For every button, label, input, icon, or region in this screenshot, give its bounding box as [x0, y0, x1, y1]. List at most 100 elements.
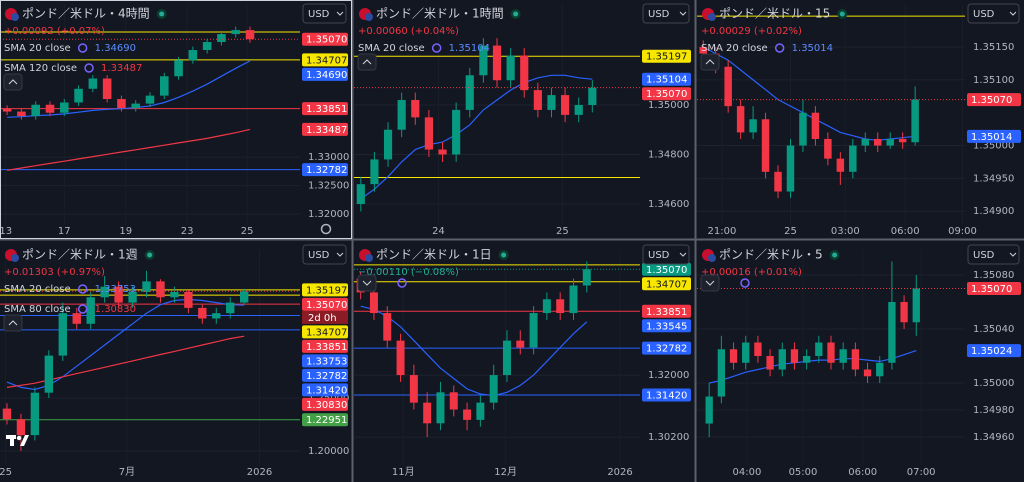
candle-body [502, 340, 511, 376]
candle-body [886, 138, 894, 146]
dropdown-arrow [1009, 11, 1017, 16]
candle-body [533, 90, 542, 110]
indicator-eye[interactable] [77, 284, 88, 294]
indicator-value: 1.30830 [95, 304, 136, 315]
price-tag [642, 388, 691, 402]
y-tick-label: 1.35150 [973, 42, 1014, 53]
plot-area [354, 5, 640, 225]
indicator-name: SMA 20 close [701, 43, 768, 54]
indicator-eye[interactable] [77, 43, 88, 53]
x-tick-label: 06:00 [848, 467, 877, 478]
currency: USD [973, 9, 995, 20]
candle-body [520, 55, 529, 91]
candle-body [489, 375, 498, 403]
candle-body [811, 112, 820, 139]
candle-body [74, 88, 83, 103]
candle-body [2, 408, 12, 420]
candle-body [778, 349, 786, 370]
candle-body [356, 184, 365, 204]
collapse-icon [362, 280, 372, 286]
symbol-flag [11, 254, 19, 262]
x-tick-label: 25 [241, 226, 254, 237]
candle-body [912, 288, 920, 323]
currency-select[interactable] [967, 244, 1020, 265]
candle-body [900, 301, 908, 323]
indicator-eye[interactable] [84, 63, 94, 73]
candle-body [479, 45, 488, 76]
indicator-eye[interactable] [774, 43, 785, 53]
price-tag-label: 1.33851 [306, 342, 347, 353]
indicator-value: 1.35014 [792, 43, 833, 54]
candle-body [582, 269, 591, 286]
candle-body [160, 76, 169, 96]
collapse-button[interactable] [700, 274, 720, 292]
plot-area [0, 250, 300, 465]
market-status [513, 11, 519, 17]
y-tick-label: 1.34960 [973, 432, 1014, 443]
candle-body [424, 117, 433, 150]
collapse-button[interactable] [700, 53, 720, 71]
price-tag [642, 87, 691, 101]
indicator-eye[interactable] [77, 304, 88, 314]
candle-body [802, 356, 811, 363]
currency-select[interactable] [302, 3, 347, 24]
currency-select[interactable] [642, 244, 690, 265]
y-tick-label: 1.35100 [973, 75, 1014, 86]
price-tag [302, 297, 348, 311]
price-tag [302, 325, 348, 339]
candle-body [717, 349, 726, 397]
candle-body [2, 108, 12, 112]
candle-body [839, 349, 847, 363]
symbol-title: ポンド／米ドル・1時間 [376, 7, 504, 21]
price-tag-label: 1.35197 [306, 285, 347, 296]
y-tick-label: 1.34980 [973, 405, 1014, 416]
currency-select[interactable] [967, 3, 1020, 24]
candle-body [45, 104, 55, 113]
candle-body [476, 402, 485, 420]
currency-select[interactable] [302, 244, 347, 265]
candle-body [761, 119, 770, 172]
price-tag [967, 344, 1021, 358]
currency-select[interactable] [642, 3, 690, 24]
collapse-button[interactable] [3, 73, 23, 91]
panel: 1.30200 1.32000 11月 12月 2026 1.35070 1.34707 1.… [354, 244, 691, 478]
price-tag-label: 1.33487 [306, 125, 347, 136]
candle-body [729, 349, 738, 363]
candle-body [145, 95, 155, 104]
price-tag-label: 1.33851 [646, 307, 687, 318]
price-tag-label: 1.35070 [971, 95, 1012, 106]
price-tag [642, 262, 691, 276]
candle-body [569, 285, 578, 314]
candle-body [245, 30, 255, 40]
price-tag [302, 397, 348, 411]
symbol-flag [365, 254, 373, 262]
price-tag-label: 1.35070 [306, 35, 347, 46]
x-tick-label: 7月 [119, 466, 135, 478]
symbol-flag [708, 254, 716, 262]
currency: USD [308, 9, 330, 20]
candle-body [102, 78, 112, 100]
candle-body [827, 342, 835, 363]
y-tick-label: 1.20000 [308, 446, 349, 457]
x-tick-label: 09:00 [948, 226, 977, 237]
symbol-title: ポンド／米ドル・1日 [376, 248, 492, 262]
price-tag [642, 341, 691, 355]
market-status [839, 11, 845, 17]
indicator-eye[interactable] [431, 43, 442, 53]
collapse-button[interactable] [357, 53, 377, 71]
candle-body [749, 119, 757, 133]
y-tick-label: 1.34900 [973, 206, 1014, 217]
indicator-name: SMA 80 close [4, 304, 71, 315]
candle-body [117, 99, 126, 109]
indicator-eye[interactable] [397, 278, 407, 288]
candle-body [542, 299, 551, 314]
price-tag-label: 1.35014 [971, 132, 1012, 143]
settings-icon[interactable] [320, 223, 332, 235]
price-tag [642, 304, 691, 318]
candle-body [409, 375, 418, 403]
indicator-eye[interactable] [740, 278, 750, 288]
collapse-button[interactable] [357, 274, 377, 292]
price-tag [302, 368, 348, 382]
collapse-button[interactable] [3, 314, 23, 332]
